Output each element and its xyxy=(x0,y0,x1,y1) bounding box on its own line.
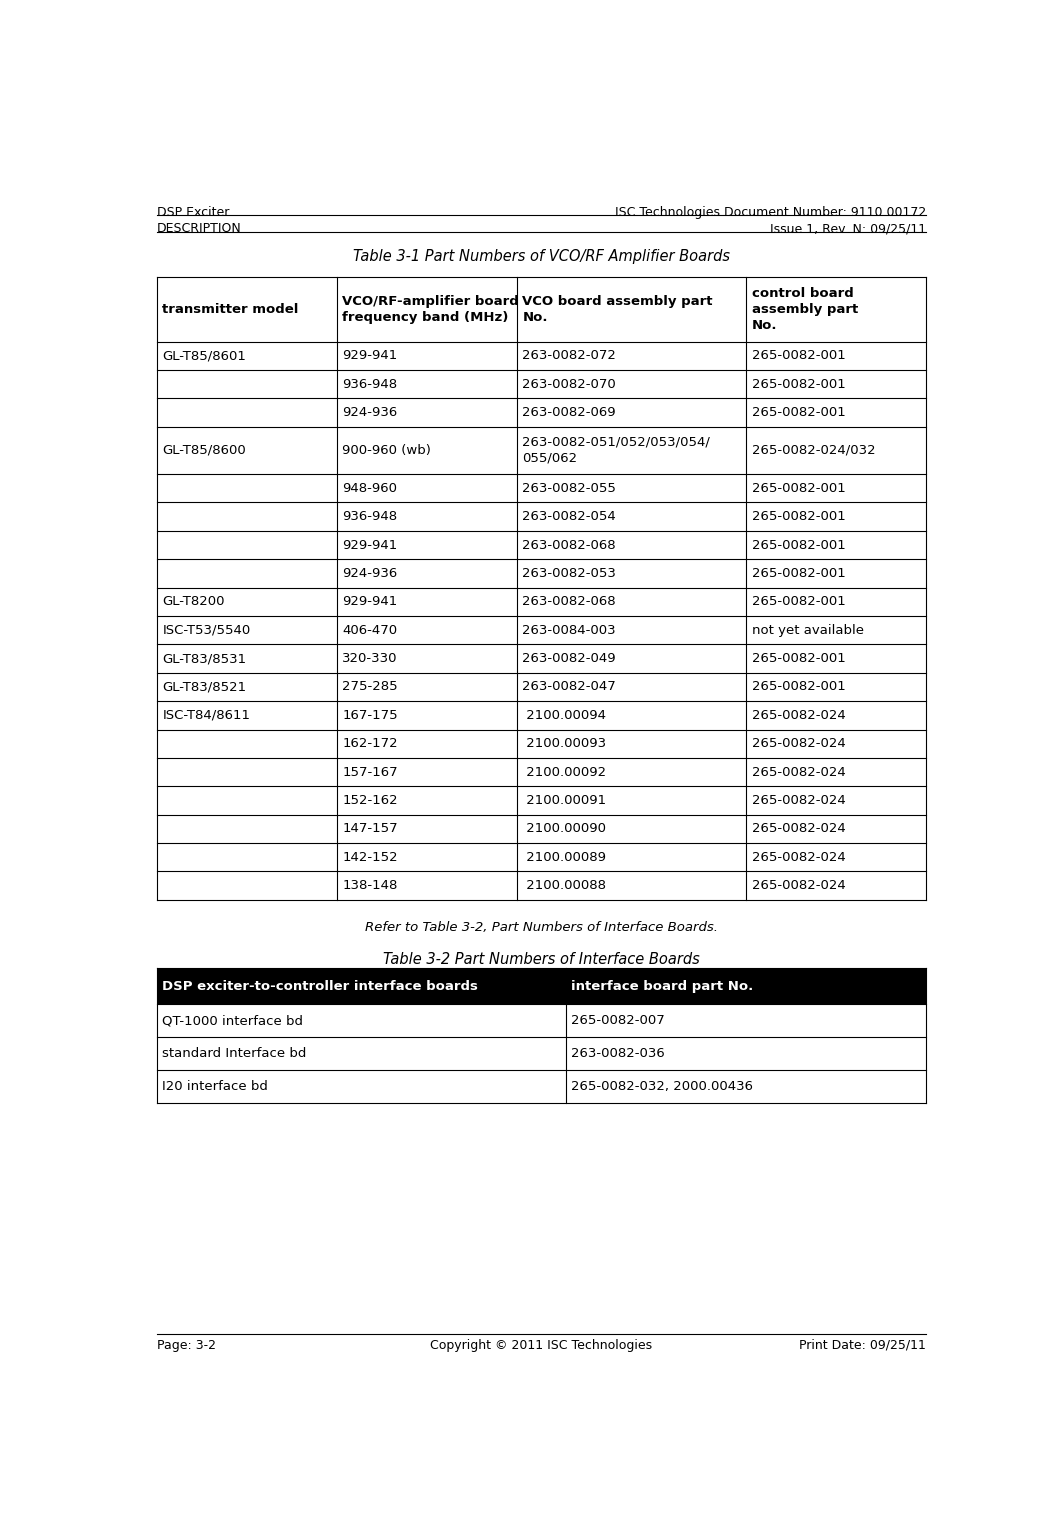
Text: DSP exciter-to-controller interface boards: DSP exciter-to-controller interface boar… xyxy=(163,980,478,992)
Text: not yet available: not yet available xyxy=(752,624,864,637)
Text: 929-941: 929-941 xyxy=(342,596,397,608)
Text: 936-948: 936-948 xyxy=(342,378,397,390)
Text: 2100.00089: 2100.00089 xyxy=(523,851,606,863)
Bar xyxy=(156,969,926,1005)
Text: GL-T83/8521: GL-T83/8521 xyxy=(163,680,246,693)
Text: 265-0082-024: 265-0082-024 xyxy=(752,851,845,863)
Text: 948-960: 948-960 xyxy=(342,482,397,495)
Text: VCO board assembly part
No.: VCO board assembly part No. xyxy=(523,295,713,324)
Text: 263-0082-072: 263-0082-072 xyxy=(523,349,617,362)
Text: 265-0082-024: 265-0082-024 xyxy=(752,765,845,779)
Text: 265-0082-001: 265-0082-001 xyxy=(752,539,845,551)
Text: 924-936: 924-936 xyxy=(342,406,397,419)
Text: 2100.00093: 2100.00093 xyxy=(523,737,606,750)
Text: ISC-T84/8611: ISC-T84/8611 xyxy=(163,708,250,722)
Text: 900-960 (wb): 900-960 (wb) xyxy=(342,444,431,456)
Bar xyxy=(156,969,926,1103)
Text: 167-175: 167-175 xyxy=(342,708,398,722)
Text: 265-0082-024: 265-0082-024 xyxy=(752,737,845,750)
Text: interface board part No.: interface board part No. xyxy=(571,980,754,992)
Text: 265-0082-001: 265-0082-001 xyxy=(752,567,845,581)
Text: Table 3-1 Part Numbers of VCO/RF Amplifier Boards: Table 3-1 Part Numbers of VCO/RF Amplifi… xyxy=(353,249,730,264)
Text: VCO/RF-amplifier board
frequency band (MHz): VCO/RF-amplifier board frequency band (M… xyxy=(342,295,520,324)
Text: 2100.00091: 2100.00091 xyxy=(523,794,606,806)
Text: 2100.00094: 2100.00094 xyxy=(523,708,606,722)
Text: 924-936: 924-936 xyxy=(342,567,397,581)
Text: DESCRIPTION: DESCRIPTION xyxy=(156,223,242,235)
Text: 265-0082-032, 2000.00436: 265-0082-032, 2000.00436 xyxy=(571,1080,754,1094)
Text: 263-0082-049: 263-0082-049 xyxy=(523,653,616,665)
Text: 263-0084-003: 263-0084-003 xyxy=(523,624,616,637)
Text: 147-157: 147-157 xyxy=(342,822,398,836)
Text: 162-172: 162-172 xyxy=(342,737,398,750)
Text: GL-T83/8531: GL-T83/8531 xyxy=(163,653,246,665)
Text: 263-0082-055: 263-0082-055 xyxy=(523,482,617,495)
Text: ISC Technologies Document Number: 9110.00172: ISC Technologies Document Number: 9110.0… xyxy=(615,206,926,218)
Text: 263-0082-053: 263-0082-053 xyxy=(523,567,617,581)
Text: 265-0082-001: 265-0082-001 xyxy=(752,406,845,419)
Text: 152-162: 152-162 xyxy=(342,794,398,806)
Text: 263-0082-036: 263-0082-036 xyxy=(571,1048,665,1060)
Text: ISC-T53/5540: ISC-T53/5540 xyxy=(163,624,250,637)
Text: 929-941: 929-941 xyxy=(342,349,397,362)
Text: 263-0082-069: 263-0082-069 xyxy=(523,406,616,419)
Text: 265-0082-024: 265-0082-024 xyxy=(752,822,845,836)
Text: 406-470: 406-470 xyxy=(342,624,397,637)
Text: 265-0082-024: 265-0082-024 xyxy=(752,708,845,722)
Text: Copyright © 2011 ISC Technologies: Copyright © 2011 ISC Technologies xyxy=(430,1339,653,1352)
Text: control board
assembly part
No.: control board assembly part No. xyxy=(752,287,857,332)
Text: 265-0082-001: 265-0082-001 xyxy=(752,378,845,390)
Text: Refer to Table 3-2, Part Numbers of Interface Boards.: Refer to Table 3-2, Part Numbers of Inte… xyxy=(364,922,718,934)
Bar xyxy=(156,276,926,900)
Text: 929-941: 929-941 xyxy=(342,539,397,551)
Text: 275-285: 275-285 xyxy=(342,680,398,693)
Text: DSP Exciter: DSP Exciter xyxy=(156,206,229,218)
Text: 2100.00092: 2100.00092 xyxy=(523,765,606,779)
Text: 265-0082-024: 265-0082-024 xyxy=(752,794,845,806)
Text: 936-948: 936-948 xyxy=(342,510,397,524)
Text: 265-0082-001: 265-0082-001 xyxy=(752,482,845,495)
Text: standard Interface bd: standard Interface bd xyxy=(163,1048,306,1060)
Text: 265-0082-007: 265-0082-007 xyxy=(571,1014,665,1028)
Text: 263-0082-068: 263-0082-068 xyxy=(523,539,616,551)
Text: 142-152: 142-152 xyxy=(342,851,398,863)
Text: 265-0082-001: 265-0082-001 xyxy=(752,596,845,608)
Text: GL-T85/8601: GL-T85/8601 xyxy=(163,349,246,362)
Text: QT-1000 interface bd: QT-1000 interface bd xyxy=(163,1014,303,1028)
Text: GL-T85/8600: GL-T85/8600 xyxy=(163,444,246,456)
Text: 265-0082-024: 265-0082-024 xyxy=(752,879,845,892)
Text: transmitter model: transmitter model xyxy=(163,303,299,315)
Text: 157-167: 157-167 xyxy=(342,765,398,779)
Text: 263-0082-047: 263-0082-047 xyxy=(523,680,616,693)
Text: 265-0082-001: 265-0082-001 xyxy=(752,349,845,362)
Text: I20 interface bd: I20 interface bd xyxy=(163,1080,268,1094)
Text: 320-330: 320-330 xyxy=(342,653,398,665)
Text: Table 3-2 Part Numbers of Interface Boards: Table 3-2 Part Numbers of Interface Boar… xyxy=(383,952,699,966)
Text: 2100.00090: 2100.00090 xyxy=(523,822,606,836)
Text: Issue 1, Rev. N: 09/25/11: Issue 1, Rev. N: 09/25/11 xyxy=(770,223,926,235)
Text: 263-0082-054: 263-0082-054 xyxy=(523,510,616,524)
Text: 263-0082-068: 263-0082-068 xyxy=(523,596,616,608)
Text: Print Date: 09/25/11: Print Date: 09/25/11 xyxy=(799,1339,926,1352)
Text: 263-0082-051/052/053/054/
055/062: 263-0082-051/052/053/054/ 055/062 xyxy=(523,436,711,465)
Text: Page: 3-2: Page: 3-2 xyxy=(156,1339,215,1352)
Text: GL-T8200: GL-T8200 xyxy=(163,596,225,608)
Text: 2100.00088: 2100.00088 xyxy=(523,879,606,892)
Text: 265-0082-001: 265-0082-001 xyxy=(752,680,845,693)
Text: 138-148: 138-148 xyxy=(342,879,398,892)
Text: 265-0082-001: 265-0082-001 xyxy=(752,653,845,665)
Text: 263-0082-070: 263-0082-070 xyxy=(523,378,616,390)
Text: 265-0082-024/032: 265-0082-024/032 xyxy=(752,444,875,456)
Text: 265-0082-001: 265-0082-001 xyxy=(752,510,845,524)
